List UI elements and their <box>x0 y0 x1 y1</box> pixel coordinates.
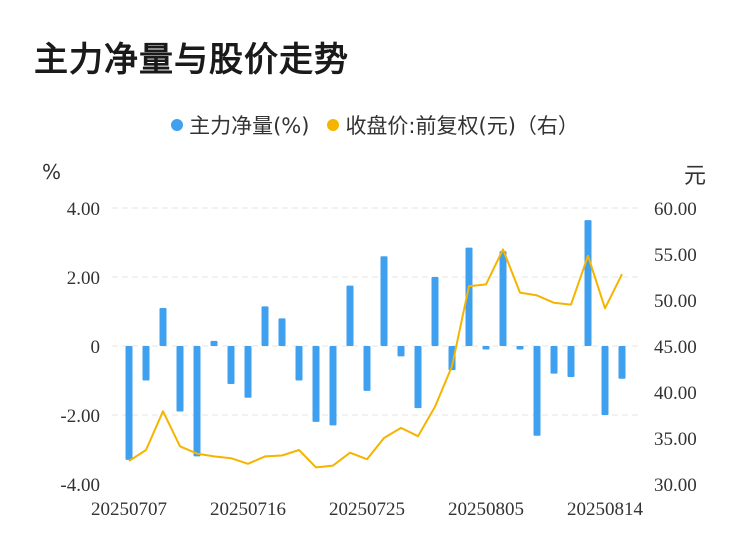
bar <box>533 346 541 436</box>
bar <box>295 346 303 381</box>
bar <box>448 346 456 371</box>
bar <box>312 346 320 422</box>
bar <box>482 346 490 350</box>
right-tick-label: 55.00 <box>654 245 697 266</box>
bar <box>431 277 439 346</box>
left-tick-label: 2.00 <box>67 268 100 289</box>
bar <box>499 251 507 346</box>
bar <box>380 256 388 346</box>
legend: 主力净量(%) 收盘价:前复权(元)（右） <box>0 110 750 140</box>
bar <box>397 346 405 357</box>
bar <box>584 220 592 346</box>
right-tick-label: 60.00 <box>654 199 697 220</box>
left-tick-label: -4.00 <box>60 475 100 496</box>
legend-bar-marker <box>171 119 184 131</box>
bar <box>329 346 337 426</box>
bar <box>346 285 354 346</box>
right-tick-label: 35.00 <box>654 429 697 450</box>
bar <box>567 346 575 378</box>
x-tick-label: 20250707 <box>91 499 167 520</box>
x-tick-label: 20250805 <box>448 499 524 520</box>
left-axis-unit: % <box>42 160 62 184</box>
left-tick-label: 0 <box>91 337 101 358</box>
bar <box>278 318 286 346</box>
left-tick-label: -2.00 <box>60 406 100 427</box>
bar <box>142 346 150 381</box>
price-line <box>128 248 623 469</box>
bar <box>125 346 133 460</box>
legend-item-line[interactable]: 收盘价:前复权(元)（右） <box>327 110 579 140</box>
bar <box>465 247 473 346</box>
bar <box>601 346 609 415</box>
bar <box>618 346 626 379</box>
bar <box>210 340 218 346</box>
bar <box>363 346 371 391</box>
right-tick-label: 45.00 <box>654 337 697 358</box>
bar <box>244 346 252 398</box>
bar <box>176 346 184 412</box>
x-tick-label: 20250716 <box>210 499 286 520</box>
legend-line-marker <box>327 119 340 131</box>
right-axis-unit: 元 <box>684 164 707 189</box>
bar <box>261 306 269 346</box>
right-tick-label: 40.00 <box>654 383 697 404</box>
right-tick-label: 50.00 <box>654 291 697 312</box>
legend-line-label: 收盘价:前复权(元)（右） <box>345 114 579 138</box>
bar <box>193 346 201 457</box>
legend-item-bar[interactable]: 主力净量(%) <box>171 110 309 140</box>
bar <box>516 346 524 350</box>
bar <box>159 308 167 346</box>
x-tick-label: 20250725 <box>329 499 405 520</box>
x-tick-label: 20250814 <box>567 499 644 520</box>
legend-bar-label: 主力净量(%) <box>189 114 310 138</box>
bar <box>227 346 235 384</box>
bar <box>414 346 422 409</box>
left-tick-label: 4.00 <box>67 199 100 220</box>
right-tick-label: 30.00 <box>654 475 697 496</box>
bar <box>550 346 558 374</box>
chart-title: 主力净量与股价走势 <box>34 40 349 80</box>
